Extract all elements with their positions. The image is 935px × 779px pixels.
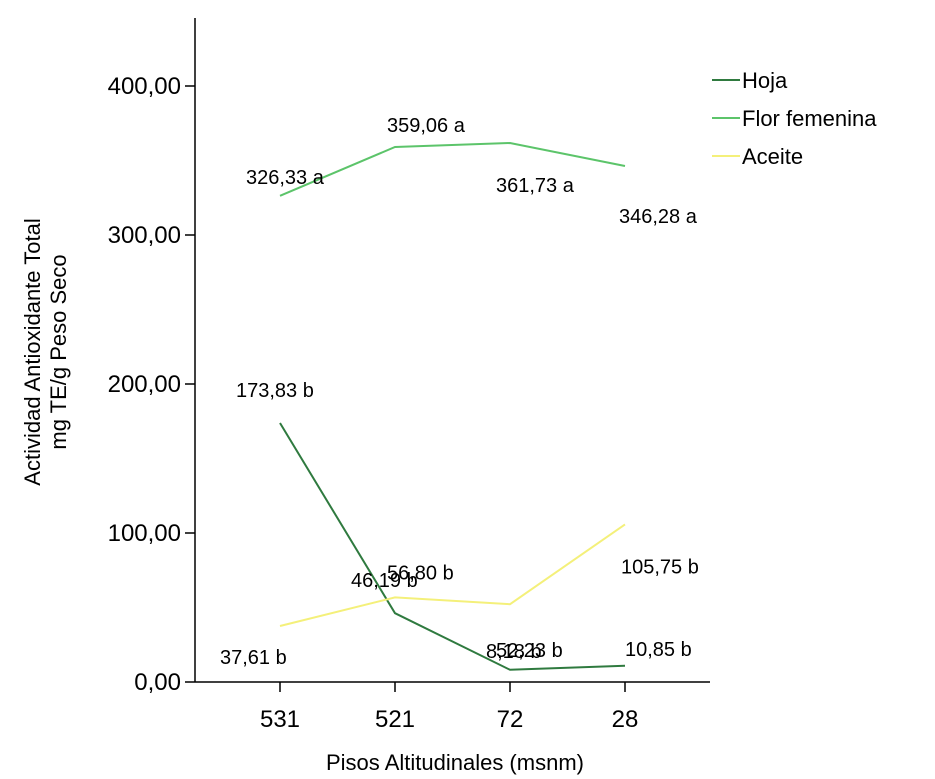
- data-label: 56,80 b: [387, 562, 454, 584]
- series-lines: [279, 141, 626, 671]
- data-labels: 173,83 b 46,19 b 8,18 b 10,85 b 326,33 a 359,…: [220, 115, 699, 669]
- y-tick-label: 200,00: [108, 371, 181, 398]
- series-line-hoja: [279, 422, 626, 671]
- y-tick-label: 0,00: [134, 669, 181, 696]
- series-line-aceite: [279, 523, 626, 627]
- y-tick-label: 400,00: [108, 73, 181, 100]
- x-ticks: 531 521 72 28: [260, 682, 638, 733]
- y-axis-title-line-2: mg TE/g Peso Seco: [46, 254, 71, 449]
- data-label: 105,75 b: [621, 556, 699, 578]
- data-label: 10,85 b: [625, 639, 692, 661]
- x-axis-title: Pisos Altitudinales (msnm): [326, 750, 584, 775]
- x-tick-label: 72: [497, 706, 524, 733]
- legend-label: Aceite: [742, 144, 803, 169]
- data-label: 359,06 a: [387, 115, 466, 137]
- data-label: 326,33 a: [246, 167, 325, 189]
- legend-label: Hoja: [742, 68, 788, 93]
- y-ticks: 0,00 100,00 200,00 300,00 400,00: [108, 73, 195, 696]
- data-label: 361,73 a: [496, 175, 575, 197]
- x-tick-label: 28: [612, 706, 639, 733]
- data-label: 346,28 a: [619, 206, 698, 228]
- x-tick-label: 531: [260, 706, 300, 733]
- y-tick-label: 100,00: [108, 520, 181, 547]
- data-label: 173,83 b: [236, 380, 314, 402]
- x-tick-label: 521: [375, 706, 415, 733]
- data-label: 8,18 b: [486, 641, 542, 663]
- y-axis-title: Actividad Antioxidante Total mg TE/g Pes…: [20, 218, 71, 485]
- series-line-flor-femenina: [279, 141, 626, 197]
- data-label: 46,19 b: [351, 570, 418, 592]
- data-label: 37,61 b: [220, 647, 287, 669]
- y-tick-label: 300,00: [108, 222, 181, 249]
- legend-label: Flor femenina: [742, 106, 877, 131]
- data-label: 52,23 b: [496, 640, 563, 662]
- legend: Hoja Flor femenina Aceite: [712, 68, 877, 169]
- axes: [194, 18, 710, 683]
- y-axis-title-line-1: Actividad Antioxidante Total: [20, 218, 45, 485]
